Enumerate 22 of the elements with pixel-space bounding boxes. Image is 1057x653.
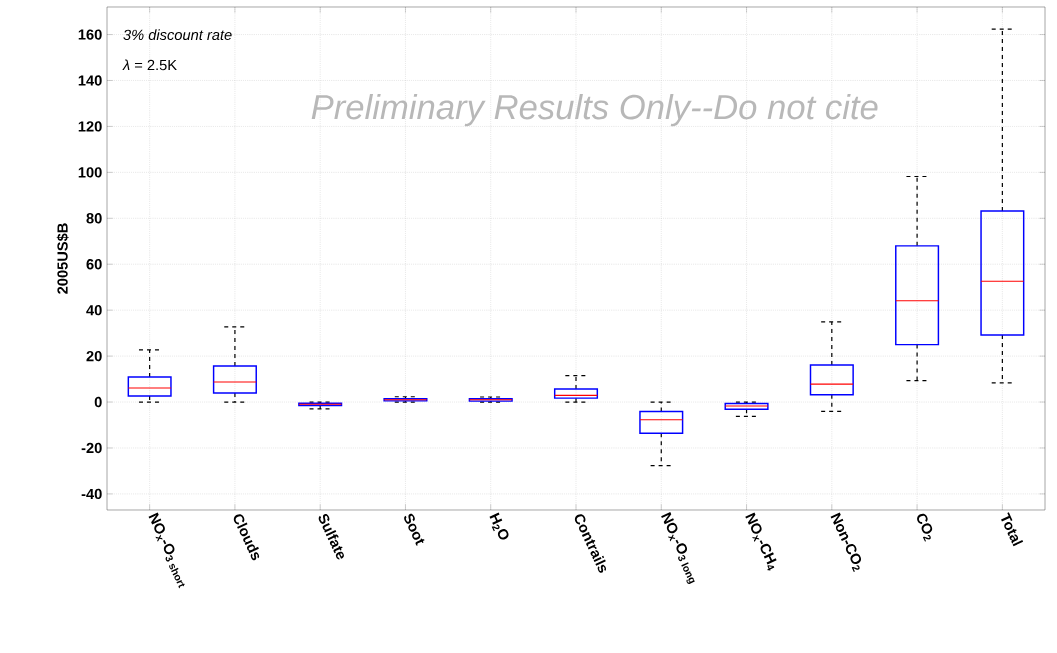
y-tick-label: 80 [86,213,102,224]
x-tick-label: Soot [404,513,425,546]
x-tick-label: CO$_{2}$ [917,513,933,542]
y-tick-label: -40 [81,488,102,500]
y-axis-title: 2005US$B [56,223,69,294]
x-tick-label: NO$_{x}$-CH$_{4}$ [745,512,777,571]
annotation: Preliminary Results Only--Do not cite [311,93,878,127]
y-tick-label: 100 [78,167,102,178]
x-tick-label: H$_{2}$O [489,512,509,540]
x-tick-label: NO$_{x}$-O$_{3 short}$ [148,512,185,589]
y-tick-label: 0 [94,396,102,408]
y-tick-label: 60 [86,259,102,270]
y-tick-label: -20 [81,442,102,454]
y-tick-label: 20 [86,350,102,362]
annotation: λ = 2.5K [122,59,177,71]
y-tick-label: 120 [78,121,102,132]
x-tick-label: Total [1001,512,1024,547]
annotation: 3% discount rate [123,29,232,41]
y-tick-label: 160 [78,29,102,40]
y-tick-label: 140 [78,75,102,86]
x-tick-label: NO$_{x}$-O$_{3 long}$ [661,512,695,584]
y-tick-label: 40 [86,304,102,316]
